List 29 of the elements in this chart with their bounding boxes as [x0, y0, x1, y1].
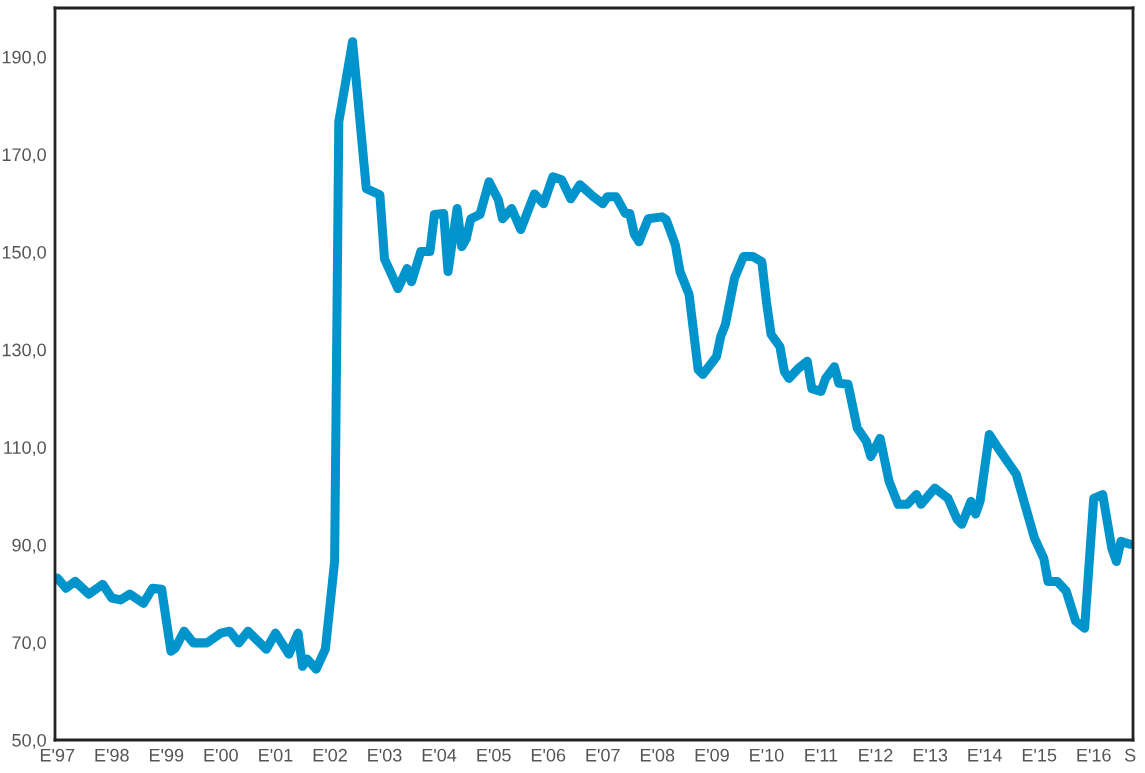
x-tick-label: S	[1124, 748, 1136, 762]
x-tick-label: E'09	[695, 748, 729, 762]
x-tick-label: E'97	[40, 748, 75, 762]
y-tick-label: 50,0	[12, 733, 46, 749]
x-tick-label: E'06	[531, 748, 566, 762]
y-tick-label: 190,0	[2, 50, 46, 66]
x-tick-label: E'00	[204, 748, 238, 762]
x-tick-label: E'02	[313, 748, 347, 762]
x-tick-label: E'12	[859, 748, 893, 762]
x-tick-label: E'03	[368, 748, 402, 762]
x-tick-label: E'13	[913, 748, 948, 762]
y-tick-label: 90,0	[12, 538, 46, 554]
x-tick-label: E'99	[149, 748, 184, 762]
x-tick-label: E'15	[1022, 749, 1057, 762]
y-tick-label: 150,0	[2, 245, 46, 261]
y-tick-label: 70,0	[12, 636, 46, 652]
x-tick-label: E'07	[586, 748, 620, 762]
x-tick-label: E'05	[477, 748, 511, 762]
x-tick-label: E'14	[968, 749, 1002, 762]
x-tick-label: E'08	[640, 748, 675, 762]
y-tick-label: 130,0	[2, 343, 46, 359]
x-tick-label: E'11	[805, 749, 838, 762]
x-tick-label: E'16	[1077, 748, 1111, 762]
x-tick-label: E'01	[259, 748, 293, 762]
x-tick-label: E'04	[422, 748, 457, 762]
y-tick-label: 110,0	[4, 441, 46, 457]
y-tick-label: 170,0	[2, 148, 46, 164]
x-tick-label: E'98	[95, 748, 129, 762]
x-tick-label: E'10	[750, 748, 784, 762]
